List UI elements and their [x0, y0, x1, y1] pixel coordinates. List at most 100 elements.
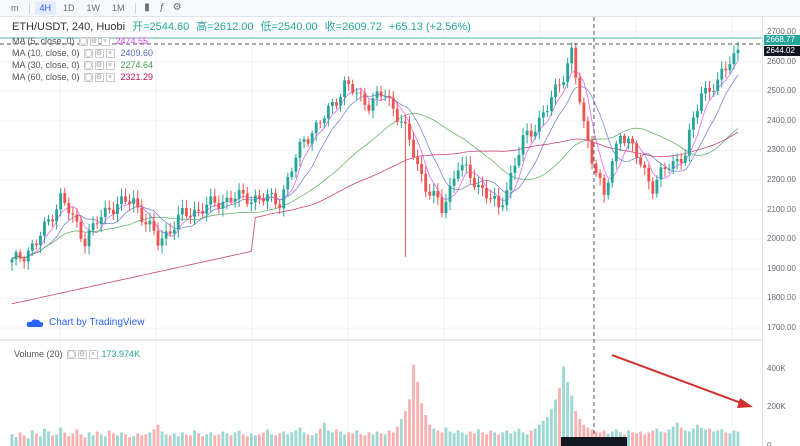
volume-bar: [26, 438, 30, 446]
interval-1m-button[interactable]: 1M: [112, 3, 125, 13]
volume-bar: [696, 424, 699, 446]
eye-icon[interactable]: ◯: [66, 349, 76, 359]
volume-bar: [326, 430, 330, 446]
ma30-value: 2274.64: [120, 60, 154, 70]
candle-body: [671, 161, 675, 169]
candle-body: [99, 217, 103, 225]
volume-bar: [75, 429, 79, 446]
candle-body: [63, 193, 67, 203]
eye-icon[interactable]: ◯: [78, 37, 88, 46]
interval-4h-button[interactable]: 4H: [34, 1, 57, 15]
indicators-icon[interactable]: ƒ: [159, 2, 165, 13]
settings-icon[interactable]: ⚙: [89, 37, 99, 46]
candle-body: [189, 216, 192, 218]
ma30-legend-row: MA (30, close, 0) ◯ ⚙ × 2274.64: [12, 60, 471, 71]
volume-bar: [209, 432, 213, 446]
ma5-label[interactable]: MA (5, close, 0): [12, 36, 75, 46]
cloud-icon: [26, 318, 44, 327]
candle-body: [144, 222, 148, 225]
candle-body: [233, 198, 237, 202]
volume-bar: [38, 436, 42, 446]
last-price-tag: 2668.77: [764, 35, 800, 45]
eye-icon[interactable]: ◯: [83, 49, 93, 58]
volume-bar: [172, 433, 176, 446]
eye-icon[interactable]: ◯: [83, 61, 93, 70]
candle-body: [602, 177, 606, 195]
close-icon[interactable]: ×: [105, 61, 115, 70]
candle-body: [436, 190, 440, 198]
candle-body: [225, 197, 229, 202]
trend-arrow-line: [611, 354, 745, 405]
interval-minutes-button[interactable]: m: [11, 3, 19, 13]
volume-bar: [513, 431, 517, 446]
ma10-label[interactable]: MA (10, close, 0): [12, 48, 80, 58]
candle-body: [168, 231, 172, 234]
settings-icon[interactable]: ⚙: [94, 73, 104, 82]
candle-body: [614, 143, 618, 162]
volume-bar: [379, 433, 383, 446]
candle-body: [700, 93, 703, 112]
candle-body: [298, 142, 302, 158]
volume-label[interactable]: Volume (20): [14, 349, 63, 359]
settings-icon[interactable]: ⚙: [94, 61, 104, 70]
volume-bar: [107, 430, 111, 446]
interval-1d-button[interactable]: 1D: [63, 3, 75, 13]
close-icon[interactable]: ×: [105, 49, 115, 58]
settings-icon[interactable]: ⚙: [77, 349, 87, 359]
close-icon[interactable]: ×: [100, 37, 110, 46]
candle-body: [282, 189, 286, 209]
chart-toolbar: m 4H 1D 1W 1M ▮ ƒ ⚙: [0, 0, 800, 17]
tradingview-logo[interactable]: Chart by TradingView: [26, 317, 144, 328]
candle-body: [691, 117, 695, 130]
volume-bar: [424, 415, 428, 446]
candle-body: [347, 80, 351, 85]
candle-body: [43, 221, 46, 236]
volume-bar: [249, 433, 253, 446]
volume-bar: [225, 433, 229, 446]
ma30-label[interactable]: MA (30, close, 0): [12, 60, 80, 70]
volume-bar: [184, 434, 188, 446]
volume-bar: [432, 428, 436, 446]
candle-body: [590, 140, 594, 164]
close-icon[interactable]: ×: [105, 73, 115, 82]
price-scale[interactable]: 2668.77 2644.02 2700.00 2600.00 2500.00 240…: [762, 17, 800, 446]
candle-body: [270, 193, 273, 195]
volume-bar: [363, 435, 367, 446]
eye-icon[interactable]: ◯: [83, 73, 93, 82]
volume-bar: [91, 435, 95, 446]
volume-bar: [136, 433, 140, 446]
candles: [10, 41, 740, 271]
settings-icon[interactable]: ⚙: [94, 49, 104, 58]
settings-icon[interactable]: ⚙: [172, 2, 182, 13]
volume-bar: [468, 431, 472, 446]
ma30-line: [11, 112, 739, 260]
volume-bar: [282, 431, 286, 446]
price-tick: 2200.00: [767, 175, 796, 184]
volume-bar: [128, 437, 132, 446]
candle-body: [262, 198, 265, 202]
candle-body: [655, 179, 659, 194]
volume-bar: [509, 433, 513, 446]
volume-bar: [724, 432, 728, 446]
candle-body: [485, 188, 488, 199]
candle-body: [83, 238, 87, 247]
candlestick-chart[interactable]: [0, 17, 762, 446]
candle-body: [566, 63, 570, 82]
candle-body: [310, 133, 314, 144]
interval-1w-button[interactable]: 1W: [86, 3, 101, 13]
volume-bar: [582, 424, 586, 446]
candles-icon[interactable]: ▮: [144, 2, 150, 13]
candle-body: [71, 213, 75, 215]
candle-body: [18, 252, 22, 259]
volume-bar: [294, 430, 298, 446]
candle-body: [140, 207, 144, 223]
volume-bar: [95, 431, 99, 446]
candle-body: [136, 198, 140, 208]
close-icon[interactable]: ×: [88, 349, 98, 359]
symbol-label[interactable]: ETH/USDT, 240, Huobi: [12, 21, 126, 33]
candle-body: [286, 177, 290, 190]
volume-bar: [156, 424, 160, 446]
ma60-label[interactable]: MA (60, close, 0): [12, 72, 80, 82]
volume-bar: [416, 382, 420, 446]
candle-body: [440, 197, 444, 213]
